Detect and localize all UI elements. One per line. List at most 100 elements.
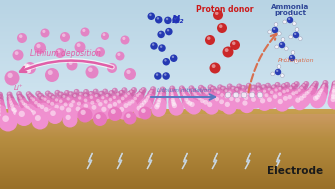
Circle shape bbox=[185, 99, 198, 113]
Circle shape bbox=[93, 89, 99, 95]
Circle shape bbox=[263, 90, 266, 93]
Circle shape bbox=[293, 32, 299, 38]
Circle shape bbox=[150, 42, 158, 50]
Circle shape bbox=[35, 115, 41, 121]
Circle shape bbox=[205, 35, 215, 45]
Circle shape bbox=[76, 106, 80, 111]
Circle shape bbox=[255, 82, 261, 88]
Circle shape bbox=[290, 56, 292, 58]
Circle shape bbox=[179, 85, 185, 91]
Circle shape bbox=[9, 106, 23, 119]
Circle shape bbox=[260, 84, 268, 91]
Circle shape bbox=[192, 91, 195, 94]
Circle shape bbox=[207, 36, 210, 40]
Circle shape bbox=[0, 103, 1, 107]
Circle shape bbox=[74, 89, 80, 95]
Circle shape bbox=[126, 91, 134, 99]
Circle shape bbox=[194, 93, 197, 96]
Circle shape bbox=[105, 102, 119, 115]
Circle shape bbox=[9, 101, 13, 105]
Circle shape bbox=[158, 90, 166, 98]
Circle shape bbox=[84, 108, 89, 113]
Circle shape bbox=[249, 92, 255, 98]
Circle shape bbox=[69, 98, 80, 109]
Circle shape bbox=[85, 66, 98, 78]
Circle shape bbox=[103, 33, 106, 36]
Circle shape bbox=[96, 99, 100, 102]
Circle shape bbox=[166, 18, 168, 20]
Circle shape bbox=[320, 84, 328, 92]
Circle shape bbox=[142, 88, 144, 90]
Circle shape bbox=[11, 107, 15, 111]
Circle shape bbox=[297, 89, 301, 92]
Circle shape bbox=[83, 104, 88, 108]
Circle shape bbox=[12, 108, 17, 113]
Circle shape bbox=[116, 105, 131, 120]
Circle shape bbox=[56, 91, 58, 93]
Circle shape bbox=[7, 94, 14, 101]
Circle shape bbox=[331, 94, 335, 99]
Circle shape bbox=[322, 80, 328, 86]
Circle shape bbox=[110, 91, 112, 94]
Circle shape bbox=[155, 16, 162, 23]
Circle shape bbox=[102, 89, 108, 94]
Circle shape bbox=[210, 86, 217, 93]
Circle shape bbox=[215, 89, 224, 99]
Circle shape bbox=[273, 87, 282, 96]
Circle shape bbox=[257, 87, 260, 90]
Circle shape bbox=[76, 95, 85, 104]
Circle shape bbox=[63, 112, 77, 128]
Circle shape bbox=[149, 14, 152, 16]
Circle shape bbox=[287, 95, 292, 99]
Circle shape bbox=[115, 98, 126, 109]
Circle shape bbox=[124, 112, 136, 125]
Circle shape bbox=[274, 88, 278, 92]
Circle shape bbox=[17, 92, 19, 94]
Circle shape bbox=[286, 89, 289, 92]
Circle shape bbox=[67, 60, 77, 70]
Circle shape bbox=[37, 44, 41, 48]
Circle shape bbox=[169, 93, 179, 104]
Circle shape bbox=[13, 110, 18, 115]
Circle shape bbox=[0, 109, 1, 114]
Circle shape bbox=[164, 17, 172, 24]
Circle shape bbox=[160, 87, 166, 92]
Circle shape bbox=[271, 84, 278, 91]
Circle shape bbox=[98, 91, 105, 98]
Circle shape bbox=[219, 99, 224, 104]
Circle shape bbox=[278, 92, 282, 96]
Circle shape bbox=[41, 29, 50, 37]
Circle shape bbox=[331, 81, 335, 88]
Circle shape bbox=[220, 86, 227, 93]
Circle shape bbox=[321, 88, 324, 91]
Circle shape bbox=[107, 96, 117, 107]
Circle shape bbox=[47, 93, 54, 100]
Circle shape bbox=[169, 99, 183, 113]
Circle shape bbox=[8, 105, 21, 118]
Circle shape bbox=[26, 91, 32, 97]
Circle shape bbox=[82, 92, 90, 101]
Circle shape bbox=[0, 104, 1, 108]
Circle shape bbox=[274, 22, 278, 26]
Circle shape bbox=[40, 105, 44, 109]
Circle shape bbox=[235, 98, 240, 102]
Circle shape bbox=[95, 94, 98, 97]
Circle shape bbox=[233, 87, 242, 95]
Polygon shape bbox=[245, 153, 250, 169]
Circle shape bbox=[109, 98, 112, 101]
Circle shape bbox=[10, 108, 25, 123]
Circle shape bbox=[261, 88, 270, 98]
Circle shape bbox=[141, 108, 146, 113]
Circle shape bbox=[307, 90, 311, 94]
Circle shape bbox=[158, 44, 166, 52]
Circle shape bbox=[190, 89, 199, 98]
Circle shape bbox=[289, 35, 292, 39]
Circle shape bbox=[160, 46, 162, 48]
Circle shape bbox=[183, 98, 196, 110]
Circle shape bbox=[54, 90, 60, 96]
Circle shape bbox=[50, 110, 56, 116]
Circle shape bbox=[292, 89, 303, 99]
Circle shape bbox=[179, 87, 186, 94]
Circle shape bbox=[0, 102, 6, 114]
Circle shape bbox=[128, 98, 140, 109]
